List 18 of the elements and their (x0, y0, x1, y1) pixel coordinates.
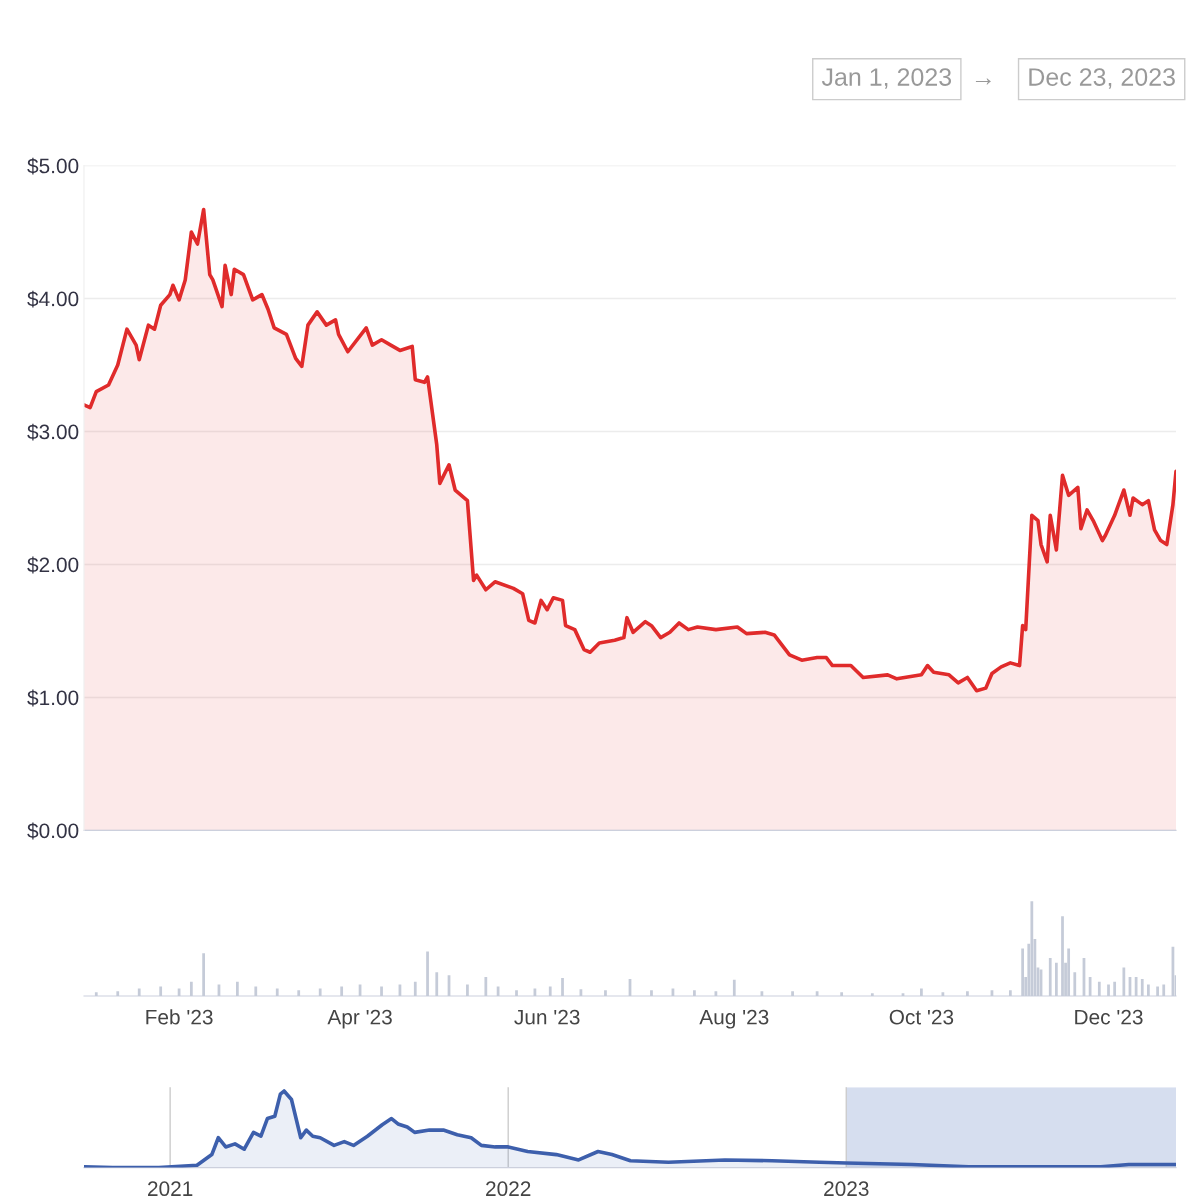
x-tick-label: Jun '23 (514, 1009, 580, 1025)
y-tick-label: $5.00 (27, 157, 79, 175)
x-tick-label: 2022 (486, 1181, 531, 1197)
y-tick-label: $2.00 (27, 556, 79, 574)
text: Dec 23, 2023 (1029, 68, 1175, 89)
x-tick-label: Oct '23 (889, 1009, 954, 1025)
y-tick-label: $4.00 (27, 290, 79, 308)
x-tick-label: Dec '23 (1075, 1009, 1143, 1025)
x-tick-label: Apr '23 (327, 1009, 392, 1029)
y-tick-label: $1.00 (27, 689, 79, 707)
text: Jan 1, 2023 (821, 68, 952, 89)
x-tick-label: 2021 (148, 1181, 193, 1197)
x-tick-label: Aug '23 (699, 1009, 769, 1029)
text: → (975, 78, 991, 85)
y-tick-label: $0.00 (27, 822, 79, 840)
y-tick-label: $3.00 (27, 423, 79, 441)
x-tick-label: 2023 (824, 1181, 869, 1197)
x-tick-label: Feb '23 (146, 1009, 213, 1025)
